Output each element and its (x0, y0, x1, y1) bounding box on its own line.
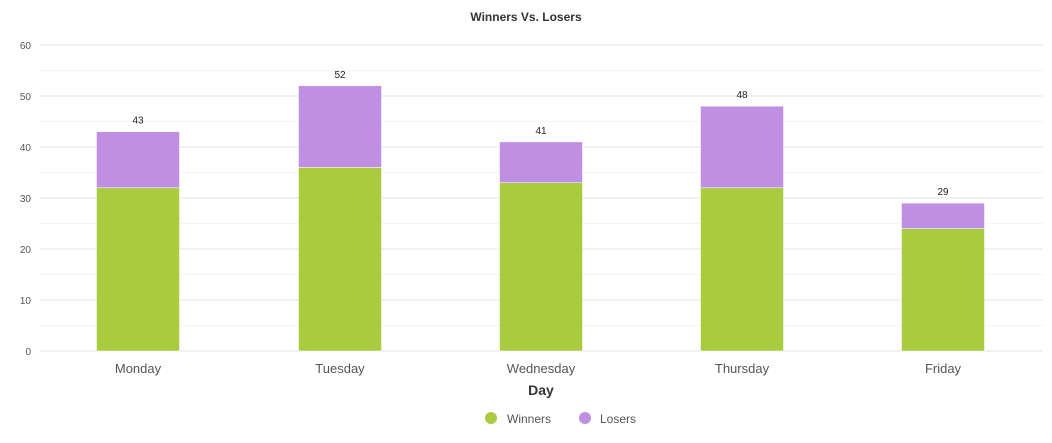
total-label-friday: 29 (937, 187, 949, 198)
total-label-tuesday: 52 (334, 70, 346, 81)
legend-marker-losers[interactable] (579, 412, 591, 424)
x-axis-title: Day (528, 382, 554, 398)
bar-losers-tuesday (298, 85, 382, 168)
y-tick-label: 40 (20, 143, 32, 154)
bar-losers-monday (96, 131, 180, 189)
total-labels: 43 52 41 48 29 (132, 70, 949, 198)
total-label-thursday: 48 (736, 90, 748, 101)
chart-title: Winners Vs. Losers (470, 10, 582, 24)
bar-losers-wednesday (499, 141, 583, 183)
bar-winners-monday (96, 187, 180, 352)
bar-winners-tuesday (298, 167, 382, 352)
total-label-wednesday: 41 (535, 126, 547, 137)
bar-losers-friday (901, 202, 985, 229)
y-tick-label: 30 (20, 194, 32, 205)
x-axis-ticks: Monday Tuesday Wednesday Thursday Friday (115, 361, 962, 376)
bar-winners-wednesday (499, 182, 583, 352)
x-tick-label-friday: Friday (925, 361, 962, 376)
y-tick-label: 60 (20, 41, 32, 52)
y-axis-ticks: 0 10 20 30 40 50 60 (20, 41, 32, 358)
legend-marker-winners[interactable] (485, 412, 497, 424)
total-label-monday: 43 (132, 116, 144, 127)
bar-losers-thursday (700, 105, 784, 189)
legend: Winners Losers (485, 412, 636, 426)
y-tick-label: 20 (20, 245, 32, 256)
x-tick-label-monday: Monday (115, 361, 162, 376)
x-tick-label-tuesday: Tuesday (315, 361, 365, 376)
x-tick-label-thursday: Thursday (715, 361, 770, 376)
legend-label-losers[interactable]: Losers (600, 412, 636, 426)
legend-label-winners[interactable]: Winners (507, 412, 551, 426)
y-tick-label: 0 (25, 347, 31, 358)
y-tick-label: 10 (20, 296, 32, 307)
y-tick-label: 50 (20, 92, 32, 103)
bars (96, 85, 985, 352)
bar-winners-thursday (700, 187, 784, 352)
x-tick-label-wednesday: Wednesday (507, 361, 576, 376)
bar-winners-friday (901, 228, 985, 352)
